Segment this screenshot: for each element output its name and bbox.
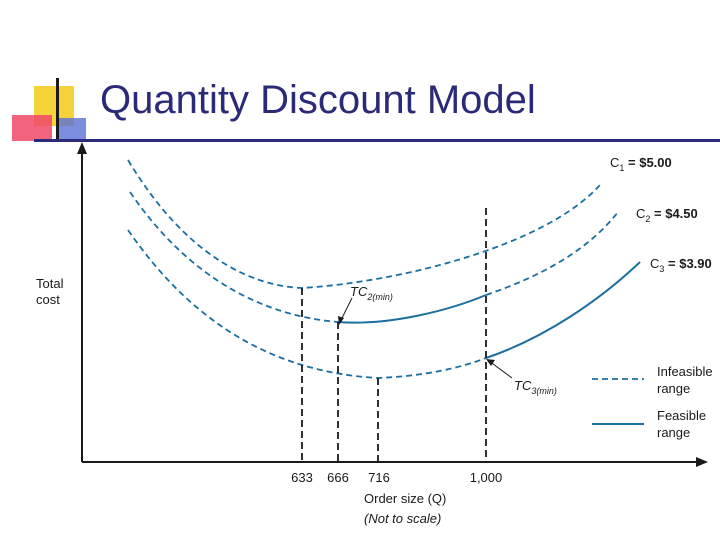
logo-red-square (12, 115, 52, 141)
x-tick-716: 716 (368, 470, 390, 485)
series-label-c3: C3 = $3.90 (650, 256, 712, 274)
curve-c2-infeasible-left (129, 191, 339, 323)
annotation-tc3-arrowhead (486, 359, 495, 366)
series-label-c3-rest: = $3.90 (664, 256, 711, 271)
x-tick-1000: 1,000 (470, 470, 503, 485)
legend-label-feasible: Feasible range (657, 408, 710, 440)
annotation-tc3-arrow (488, 360, 513, 379)
logo-vertical-bar (56, 78, 59, 142)
series-label-c2-main: C (636, 206, 645, 221)
curve-c1-infeasible (127, 159, 601, 289)
y-axis-label: Total cost (36, 276, 67, 307)
series-label-c3-sub: 3 (659, 264, 664, 274)
x-tick-666: 666 (327, 470, 349, 485)
curve-c3-infeasible (127, 229, 487, 379)
curve-c2-feasible (337, 294, 487, 324)
y-axis-label-line-1: Total (36, 276, 64, 291)
x-tick-633: 633 (291, 470, 313, 485)
series-label-c3-main: C (650, 256, 659, 271)
series-label-c2: C2 = $4.50 (636, 206, 698, 224)
annotation-tc2-main: TC (350, 284, 368, 299)
legend-label-feasible-line-2: range (657, 425, 690, 440)
y-axis-arrow (77, 142, 87, 154)
curve-c1 (127, 159, 601, 289)
legend: Infeasible range Feasible range (592, 364, 716, 440)
legend-label-infeasible: Infeasible range (657, 364, 716, 396)
annotation-tc2-sub: 2(min) (366, 292, 393, 302)
annotation-tc3-sub: 3(min) (531, 386, 557, 396)
legend-label-infeasible-line-1: Infeasible (657, 364, 713, 379)
curve-c3 (127, 229, 641, 379)
curve-c2-infeasible-right (485, 211, 619, 296)
x-axis-label: Order size (Q) (364, 491, 446, 506)
legend-label-infeasible-line-2: range (657, 381, 690, 396)
curve-c2 (129, 191, 619, 324)
series-label-c2-rest: = $4.50 (650, 206, 697, 221)
slide-title: Quantity Discount Model (100, 78, 536, 122)
legend-label-feasible-line-1: Feasible (657, 408, 706, 423)
y-axis-label-line-2: cost (36, 292, 60, 307)
slide-logo (12, 78, 86, 142)
x-axis-note: (Not to scale) (364, 511, 441, 526)
series-label-c1-main: C (610, 155, 619, 170)
series-label-c1: C1 = $5.00 (610, 155, 672, 173)
annotation-tc2-arrowhead (338, 316, 344, 325)
curve-c3-feasible (485, 261, 641, 359)
series-label-c1-rest: = $5.00 (624, 155, 671, 170)
x-axis-arrow (696, 457, 708, 467)
series-label-c1-sub: 1 (619, 163, 624, 173)
annotation-tc2-min: TC2(min) (350, 284, 393, 302)
annotation-tc3-min: TC3(min) (514, 378, 557, 396)
series-label-c2-sub: 2 (645, 214, 650, 224)
title-underline (34, 139, 720, 142)
logo-blue-square (56, 118, 86, 140)
annotation-tc3-main: TC (514, 378, 532, 393)
